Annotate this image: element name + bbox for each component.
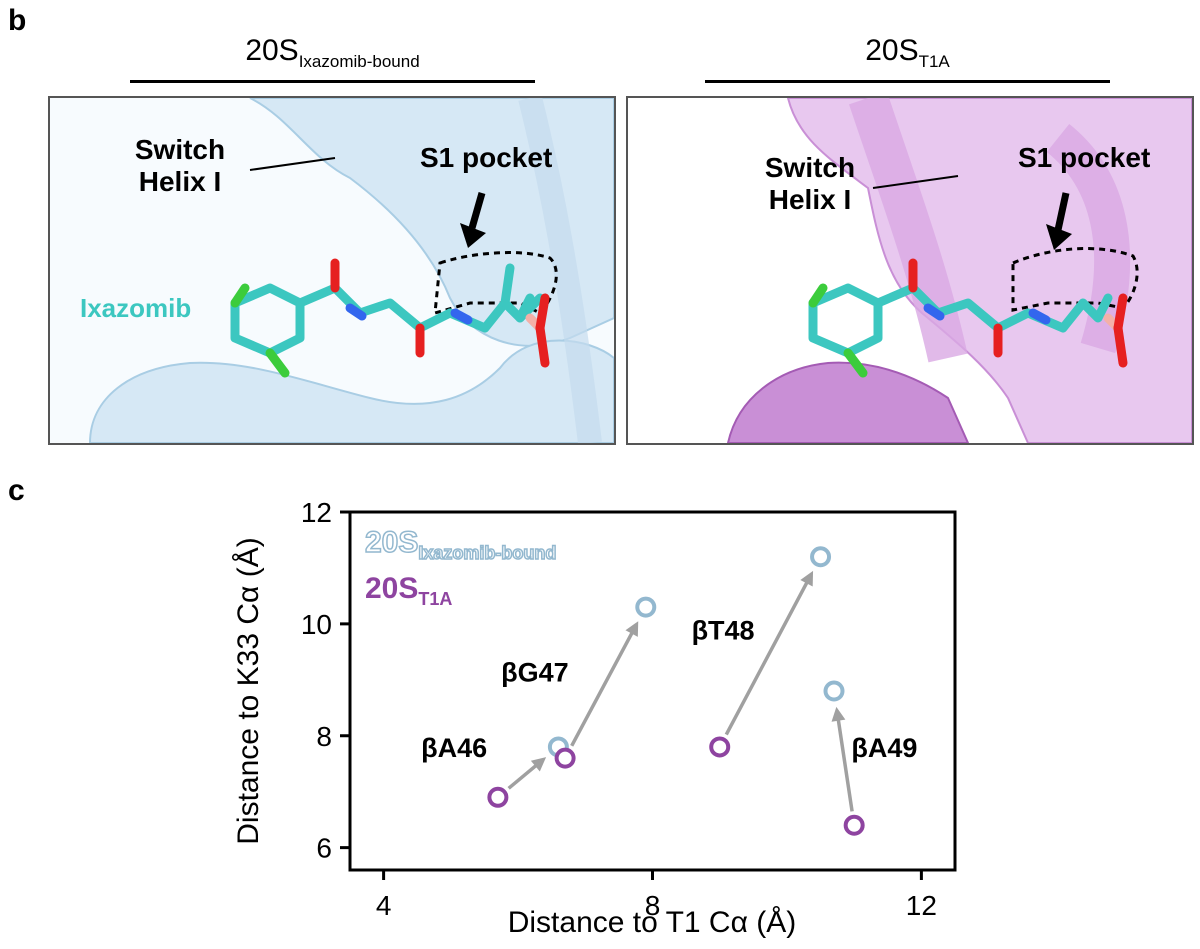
shift-arrow [507,760,542,790]
x-axis-label: Distance to T1 Cα (Å) [508,906,797,939]
residue-annotation: βA49 [851,733,917,763]
point-t1a [487,786,509,808]
point-t1a [843,814,865,836]
left-pocket-arrow [460,223,486,248]
panel-letter-b: b [8,4,27,37]
panel-letter-c: c [8,474,25,507]
left-ixazomib-ligand [230,263,545,358]
left-structure-render [88,98,614,443]
shift-arrowhead [800,570,814,587]
x-tick-label: 8 [645,890,661,921]
left-s1-pocket-outline [433,251,558,316]
left-s1-pocket-label: S1 pocket [420,142,553,173]
right-pocket-arrow [1046,224,1072,250]
left-panel-title: 20SIxazomib-bound [130,34,535,72]
right-title-sub: T1A [918,52,950,71]
left-title-sub: Ixazomib-bound [298,52,420,71]
point-t1a [709,736,731,758]
point-ixazomib-bound [635,596,657,618]
residue-annotation: βA46 [421,733,487,763]
shift-arrowhead [625,621,639,637]
y-tick-label: 12 [301,497,332,528]
shift-arrowhead [831,706,846,722]
shift-arrow [724,577,811,736]
legend-item-ixazomib-bound: 20SIxazomib-bound [365,526,556,563]
left-protein-surface-lower [88,339,614,443]
left-header-line [130,80,535,83]
x-tick-label: 12 [906,890,937,921]
x-tick-label: 4 [376,890,392,921]
ixazomib-label: Ixazomib [80,293,192,323]
y-tick-label: 10 [301,609,332,640]
right-structure-panel [626,96,1194,445]
right-panel-title: 20ST1A [705,34,1110,72]
shift-arrow [835,714,854,812]
point-t1a [554,747,576,769]
right-s1-pocket-label: S1 pocket [1018,142,1151,173]
right-protein-surface-lower [726,361,970,443]
left-switch-helix-label: Switch Helix I [125,134,235,198]
right-switch-line2: Helix I [768,184,852,215]
left-structure-panel [48,96,616,445]
right-header-line [705,80,1110,83]
right-switch-line1: Switch [764,152,856,183]
point-ixazomib-bound [810,546,832,568]
left-switch-line1: Switch [134,134,226,165]
left-protein-surface [249,98,614,347]
left-title-main: 20S [245,34,299,67]
right-structure-render [726,98,1192,443]
residue-annotation: βT48 [692,615,755,645]
right-ixazomib-ligand [808,283,1113,358]
y-axis-label: Distance to K33 Cα (Å) [232,537,265,844]
y-tick-label: 8 [316,721,332,752]
shift-arrowhead [530,757,547,772]
right-switch-helix-label: Switch Helix I [755,152,865,216]
residue-annotation: βG47 [501,657,569,687]
shift-arrow [570,627,637,747]
y-tick-label: 6 [316,833,332,864]
point-ixazomib-bound [823,680,845,702]
right-title-main: 20S [865,34,919,67]
scatter-chart: 6 8 10 12 4 8 12 βA46 βG47 βT48 βA49 Distance to… [232,497,957,939]
legend-item-t1a: 20ST1A [365,572,452,609]
left-switch-line2: Helix I [138,166,222,197]
plot-frame [348,510,957,872]
